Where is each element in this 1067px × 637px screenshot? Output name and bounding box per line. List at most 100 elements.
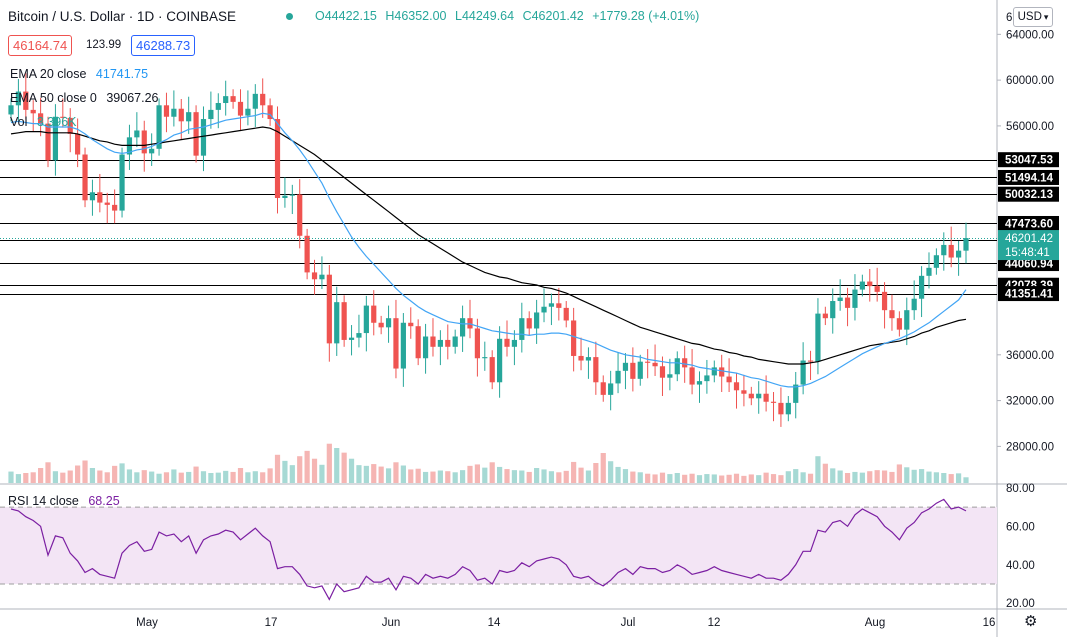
volume-bar: [304, 450, 310, 483]
volume-bar: [23, 473, 29, 483]
rsi-line: [10, 498, 967, 601]
volume-bar: [659, 472, 666, 483]
candle-body: [104, 202, 110, 205]
candle-body: [341, 302, 347, 340]
symbol-title[interactable]: Bitcoin / U.S. Dollar · 1D · COINBASE: [8, 9, 237, 24]
rsi-tick-label: 20.00: [1006, 598, 1035, 610]
volume-bar: [874, 470, 880, 483]
candle-body: [689, 367, 695, 385]
ema50-value: 39067.26: [106, 91, 159, 105]
candle-body: [289, 194, 295, 196]
high-value: H46352.00: [385, 9, 447, 23]
volume-bar: [571, 461, 577, 483]
level-tag: [998, 169, 1059, 185]
volume-legend[interactable]: Vol 3.396K: [10, 115, 77, 129]
volume-bar: [645, 473, 651, 483]
volume-bar: [704, 474, 710, 483]
volume-bar: [400, 465, 406, 483]
candle-body: [674, 358, 680, 375]
candle-body: [511, 339, 518, 347]
volume-bar: [807, 473, 814, 483]
candle-body: [415, 326, 421, 359]
gear-icon[interactable]: ⚙: [1024, 613, 1038, 630]
volume-bar: [556, 472, 562, 483]
volume-bar: [815, 456, 821, 483]
candle-body: [719, 367, 725, 377]
candle-body: [963, 238, 969, 251]
candle-body: [274, 119, 281, 199]
volume-bar: [933, 472, 939, 483]
volume-bar: [585, 470, 592, 483]
rsi-tick-label: 40.00: [1006, 560, 1035, 572]
volume-bar: [911, 469, 917, 483]
candle-body: [23, 91, 29, 110]
volume-bar: [889, 471, 895, 483]
volume-bar: [52, 471, 59, 483]
candle-body: [948, 244, 954, 258]
volume-bar: [593, 463, 599, 483]
candle-body: [393, 318, 399, 369]
volume-bar: [311, 458, 318, 483]
volume-bar: [15, 474, 22, 483]
candle-body: [348, 337, 355, 340]
volume-bar: [741, 475, 747, 483]
candle-body: [815, 313, 821, 362]
volume-bar: [637, 472, 643, 483]
volume-bar: [282, 460, 288, 483]
last-price-tag: [998, 230, 1059, 261]
volume-bar: [600, 453, 606, 483]
sell-price-button[interactable]: 46164.74: [8, 35, 73, 56]
volume-bar: [534, 468, 540, 483]
volume-bar: [652, 474, 658, 483]
candle-body: [223, 96, 229, 104]
volume-bar: [941, 473, 947, 483]
candle-body: [622, 362, 629, 371]
level-tag-label: 53047.53: [1005, 155, 1053, 167]
candle-body: [459, 318, 466, 337]
currency-select[interactable]: USD ▾: [1013, 7, 1053, 27]
volume-bar: [378, 466, 384, 483]
volume-bar: [319, 464, 325, 483]
volume-bar: [563, 470, 569, 483]
volume-bar: [689, 473, 695, 483]
time-tick-label: Jul: [621, 617, 636, 629]
volume-bar: [186, 471, 192, 483]
time-tick-label: May: [136, 617, 158, 629]
candle-body: [748, 393, 754, 399]
volume-bar: [763, 472, 769, 483]
candle-body: [371, 305, 377, 323]
level-tag: [998, 152, 1059, 168]
candle-body: [926, 267, 932, 276]
candle-body: [482, 357, 488, 359]
price-tick-label: 36000.00: [1006, 350, 1054, 362]
candle-body: [112, 204, 118, 211]
volume-bar: [297, 456, 303, 483]
candle-body: [593, 357, 599, 383]
volume-bar: [252, 471, 258, 483]
last-price-label: 46201.42: [1005, 233, 1053, 245]
rsi-legend[interactable]: RSI 14 close 68.25: [8, 494, 120, 508]
volume-bar: [193, 466, 199, 483]
candle-body: [785, 402, 791, 415]
candle-body: [756, 393, 762, 399]
ema20-legend[interactable]: EMA 20 close 41741.75: [10, 67, 148, 81]
countdown-label: 15:48:41: [1005, 247, 1050, 259]
volume-bar: [459, 470, 466, 483]
volume-bar: [837, 470, 843, 483]
volume-bar: [452, 472, 458, 483]
volume-bar: [445, 471, 451, 483]
candle-body: [67, 117, 73, 134]
volume-bar: [822, 463, 828, 483]
candle-body: [645, 361, 651, 363]
candle-body: [385, 318, 392, 328]
volume-bar: [963, 477, 969, 483]
ema50-legend[interactable]: EMA 50 close 0 39067.26: [10, 91, 158, 105]
change-value: +1779.28 (+4.01%): [592, 9, 700, 23]
volume-bar: [274, 454, 281, 483]
volume-bar: [178, 472, 184, 483]
volume-bar: [334, 448, 340, 483]
volume-bar: [526, 471, 532, 483]
buy-price-button[interactable]: 46288.73: [131, 35, 196, 56]
candle-body: [311, 272, 318, 280]
